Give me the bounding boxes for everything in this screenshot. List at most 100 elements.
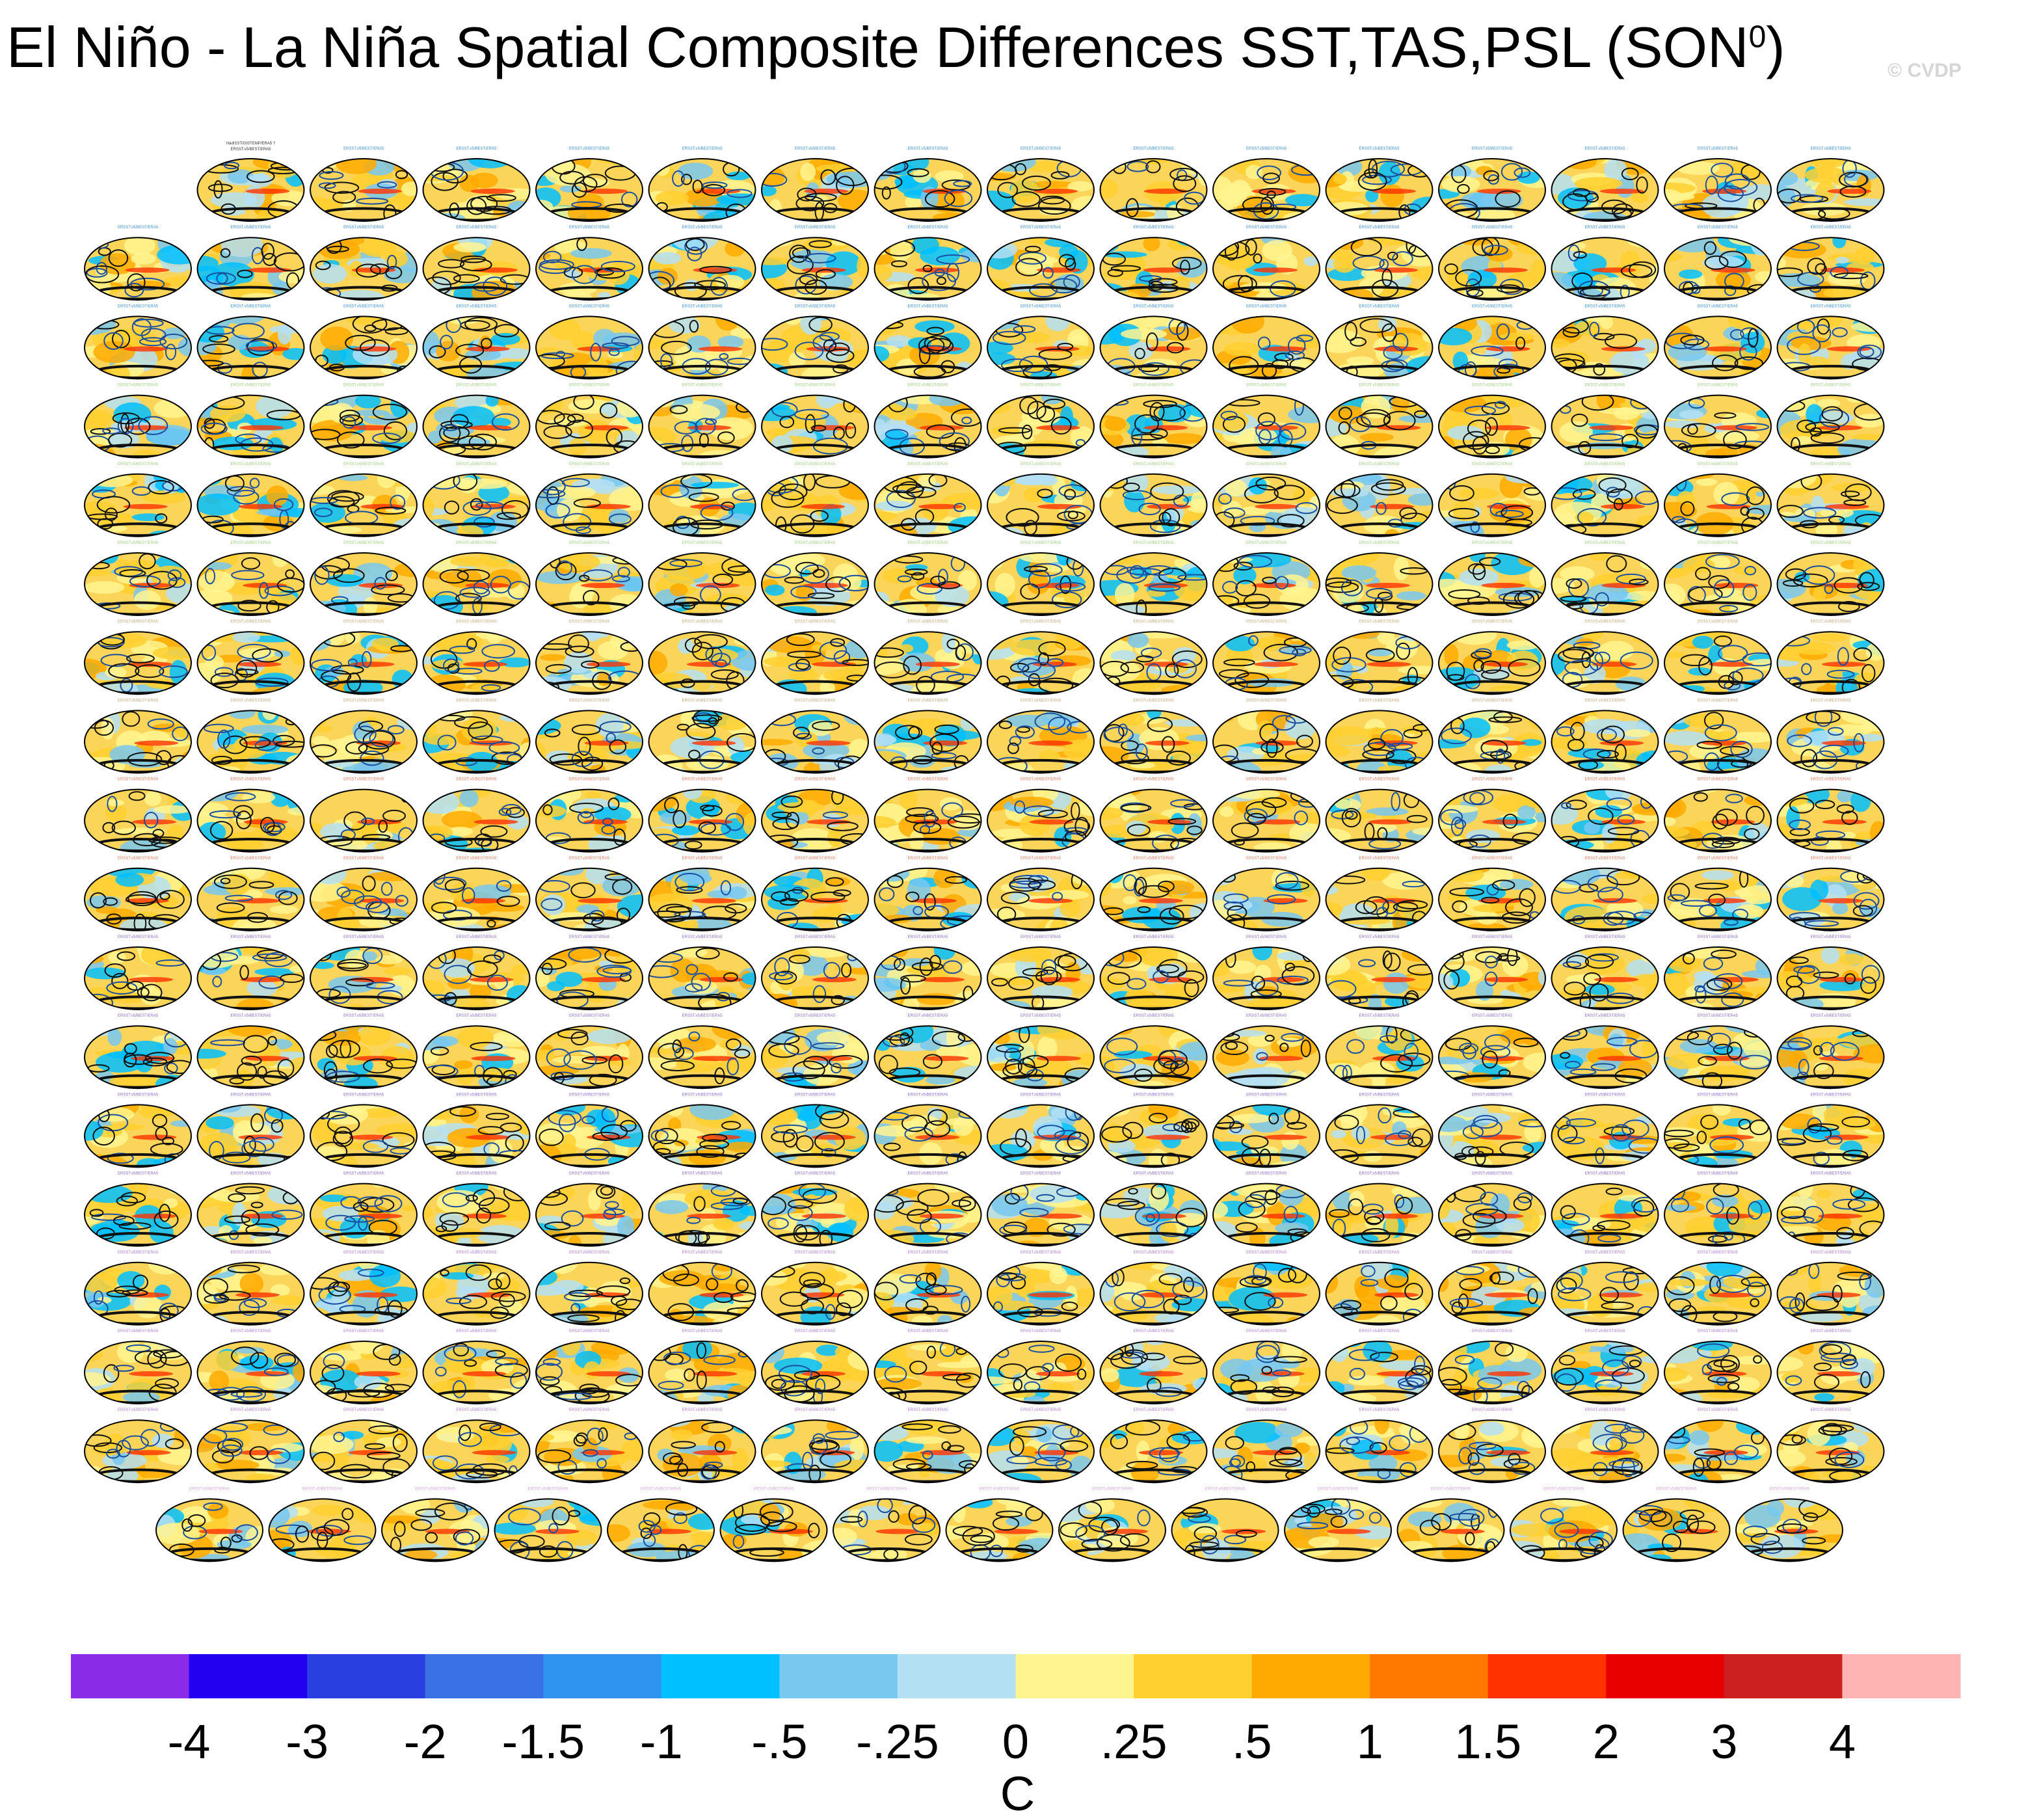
map-panel: ERSST.v5/BEST/ERA5 (874, 857, 982, 931)
map-panel: ERSST.v5/BEST/ERA5 (648, 1408, 756, 1484)
panel-label: ERSST.v5/BEST/ERA5 (456, 1251, 497, 1255)
map-panel: ERSST.v5/BEST/ERA5 (648, 699, 756, 774)
panel-label: ERSST.v5/BEST/ERA5 (230, 148, 271, 152)
map-panel: ERSST.v5/BEST/ERA5 (1325, 857, 1434, 931)
map-panel: ERSST.v5/BEST/ERA5 (1325, 1014, 1434, 1090)
panel-label: ERSST.v5/BEST/ERA5 (1021, 304, 1061, 308)
map-panel: ERSST.v5/BEST/ERA5 (761, 147, 869, 222)
panel-label: ERSST.v5/BEST/ERA5 (907, 935, 948, 939)
map-panel: ERSST.v5/BEST/ERA5 (1212, 1408, 1320, 1484)
panel-label: ERSST.v5/BEST/ERA5 (795, 1093, 836, 1097)
panel-label: ERSST.v5/BEST/ERA5 (118, 462, 159, 466)
map-panel: ERSST.v5/BEST/ERA5 (155, 1487, 263, 1562)
colorbar-swatch (1724, 1654, 1843, 1698)
panel-label: ERSST.v5/BEST/ERA5 (230, 1093, 271, 1097)
panel-label: ERSST.v5/BEST/ERA5 (343, 384, 384, 388)
panel-label: ERSST.v5/BEST/ERA5 (1246, 147, 1287, 151)
panel-label: ERSST.v5/BEST/ERA5 (1584, 1093, 1625, 1097)
colorbar-tick-label: 0 (1002, 1715, 1029, 1769)
panel-label: ERSST.v5/BEST/ERA5 (456, 541, 497, 545)
panel-label: ERSST.v5/BEST/ERA5 (569, 384, 610, 388)
colorbar-swatch (779, 1654, 898, 1698)
panel-label: ERSST.v5/BEST/ERA5 (527, 1487, 568, 1491)
panel-label: ERSST.v5/BEST/ERA5 (569, 699, 610, 703)
panel-label: ERSST.v5/BEST/ERA5 (682, 778, 723, 782)
panel-label: ERSST.v5/BEST/ERA5 (1810, 1251, 1851, 1255)
map-panel: ERSST.v5/BEST/ERA5 (1438, 1093, 1546, 1168)
panel-label: ERSST.v5/BEST/ERA5 (1359, 1408, 1400, 1412)
panel-label: ERSST.v5/BEST/ERA5 (1472, 384, 1513, 388)
panel-label: ERSST.v5/BEST/ERA5 (682, 1172, 723, 1176)
map-panel: ERSST.v5/BEST/ERA5 (1438, 304, 1546, 380)
map-panel: ERSST.v5/BEST/ERA5 (1212, 1251, 1320, 1326)
panel-label: ERSST.v5/BEST/ERA5 (1698, 226, 1739, 230)
colorbar-units-label: C (1000, 1767, 1035, 1820)
panel-label: ERSST.v5/BEST/ERA5 (1133, 935, 1174, 939)
panel-label: ERSST.v5/BEST/ERA5 (682, 1408, 723, 1412)
panel-label: ERSST.v5/BEST/ERA5 (118, 304, 159, 308)
chart-title: El Niño - La Niña Spatial Composite Diff… (7, 15, 1785, 79)
map-panel: ERSST.v5/BEST/ERA5 (874, 304, 982, 380)
panel-label: ERSST.v5/BEST/ERA5 (343, 620, 384, 624)
map-panel: ERSST.v5/BEST/ERA5 (1438, 1251, 1546, 1326)
panel-label: ERSST.v5/BEST/ERA5 (682, 1093, 723, 1097)
panel-label: ERSST.v5/BEST/ERA5 (682, 620, 723, 624)
panel-label: ERSST.v5/BEST/ERA5 (1359, 1014, 1400, 1018)
panel-label: ERSST.v5/BEST/ERA5 (1810, 1093, 1851, 1097)
panel-label: ERSST.v5/BEST/ERA5 (1359, 1093, 1400, 1097)
panel-label: ERSST.v5/BEST/ERA5 (1584, 778, 1625, 782)
panel-label: ERSST.v5/BEST/ERA5 (569, 778, 610, 782)
panel-label: ERSST.v5/BEST/ERA5 (456, 778, 497, 782)
panel-label: ERSST.v5/BEST/ERA5 (907, 1172, 948, 1176)
panel-label: ERSST.v5/BEST/ERA5 (1472, 147, 1513, 151)
panel-label: ERSST.v5/BEST/ERA5 (1472, 462, 1513, 466)
panel-label: ERSST.v5/BEST/ERA5 (1021, 541, 1061, 545)
panel-label: ERSST.v5/BEST/ERA5 (682, 384, 723, 388)
panel-label: ERSST.v5/BEST/ERA5 (795, 699, 836, 703)
panel-label: ERSST.v5/BEST/ERA5 (230, 541, 271, 545)
panel-label: ERSST.v5/BEST/ERA5 (1584, 1251, 1625, 1255)
panel-label: ERSST.v5/BEST/ERA5 (682, 935, 723, 939)
panel-label: ERSST.v5/BEST/ERA5 (1021, 226, 1061, 230)
panel-label: ERSST.v5/BEST/ERA5 (1472, 1172, 1513, 1176)
panel-label: ERSST.v5/BEST/ERA5 (1810, 226, 1851, 230)
map-panel: ERSST.v5/BEST/ERA5 (1664, 1330, 1772, 1404)
panel-label: ERSST.v5/BEST/ERA5 (569, 620, 610, 624)
map-panel: ERSST.v5/BEST/ERA5 (196, 1014, 305, 1090)
panel-label: ERSST.v5/BEST/ERA5 (795, 1408, 836, 1412)
panel-label: ERSST.v5/BEST/ERA5 (1698, 1172, 1739, 1176)
colorbar-swatch (307, 1654, 426, 1698)
panel-label: ERSST.v5/BEST/ERA5 (795, 778, 836, 782)
map-panel: ERSST.v5/BEST/ERA5 (761, 541, 869, 616)
panel-label: ERSST.v5/BEST/ERA5 (1133, 1251, 1174, 1255)
map-panel: ERSST.v5/BEST/ERA5 (422, 1093, 531, 1168)
panel-label: ERSST.v5/BEST/ERA5 (1359, 699, 1400, 703)
map-panel: ERSST.v5/BEST/ERA5 (310, 1172, 418, 1247)
map-panel: ERSST.v5/BEST/ERA5 (1212, 541, 1320, 616)
map-panel: ERSST.v5/BEST/ERA5 (1664, 620, 1772, 695)
panel-label: ERSST.v5/BEST/ERA5 (907, 620, 948, 624)
map-panel: ERSST.v5/BEST/ERA5 (1099, 462, 1208, 537)
map-panel: ERSST.v5/BEST/ERA5 (310, 620, 418, 695)
panel-label: ERSST.v5/BEST/ERA5 (1472, 1408, 1513, 1412)
panel-label: ERSST.v5/BEST/ERA5 (343, 541, 384, 545)
map-panel: ERSST.v5/BEST/ERA5 (535, 541, 643, 616)
panel-label: ERSST.v5/BEST/ERA5 (343, 1093, 384, 1097)
panel-label: ERSST.v5/BEST/ERA5 (907, 1014, 948, 1018)
map-panel: ERSST.v5/BEST/ERA5 (535, 620, 643, 695)
panel-label: ERSST.v5/BEST/ERA5 (1133, 541, 1174, 545)
panel-label: ERSST.v5/BEST/ERA5 (1810, 462, 1851, 466)
panel-label: ERSST.v5/BEST/ERA5 (682, 304, 723, 308)
panel-label: ERSST.v5/BEST/ERA5 (1698, 304, 1739, 308)
colorbar-tick-label: -3 (286, 1715, 328, 1769)
panel-label: ERSST.v5/BEST/ERA5 (907, 699, 948, 703)
panel-label: ERSST.v5/BEST/ERA5 (795, 147, 836, 151)
panel-label: ERSST.v5/BEST/ERA5 (1698, 778, 1739, 782)
map-panel: ERSST.v5/BEST/ERA5 (761, 226, 869, 301)
panel-label: ERSST.v5/BEST/ERA5 (569, 1408, 610, 1412)
panel-label: ERSST.v5/BEST/ERA5 (1246, 778, 1287, 782)
colorbar-swatch (1606, 1654, 1725, 1698)
panel-label: ERSST.v5/BEST/ERA5 (343, 304, 384, 308)
panel-label: ERSST.v5/BEST/ERA5 (1472, 1251, 1513, 1255)
panel-label: ERSST.v5/BEST/ERA5 (343, 857, 384, 861)
